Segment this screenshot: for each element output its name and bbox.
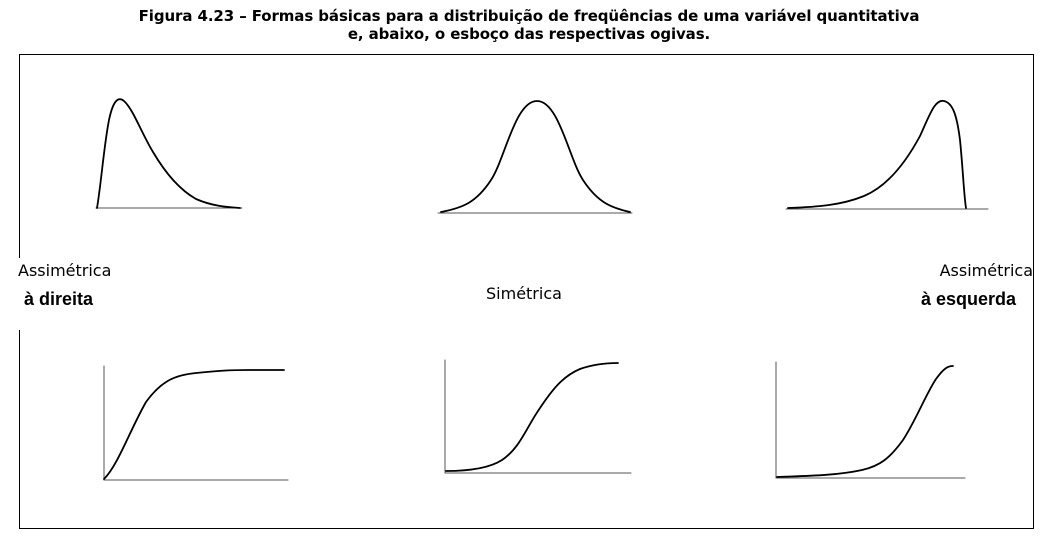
ogive-curve (445, 362, 619, 472)
distribution-right-skewed (95, 98, 243, 209)
distribution-symmetric (437, 100, 633, 214)
ogive-right-skewed (103, 365, 289, 481)
symmetric-label: Simétrica (486, 284, 562, 303)
right-skew-label-line-2: à direita (24, 289, 94, 309)
left-skew-label-line-1: Assimétrica (939, 261, 1033, 280)
distribution-left-skewed (785, 100, 989, 210)
frequency-curve (440, 100, 631, 213)
left-skew-label-line-2: à esquerda (920, 289, 1016, 309)
figure-caption-line-2: e, abaixo, o esboço das respectivas ogiv… (347, 25, 711, 43)
frame-gap (14, 258, 28, 330)
ogive-left-skewed (775, 361, 966, 479)
ogive-curve (103, 369, 285, 480)
ogive-symmetric (444, 359, 632, 474)
frequency-curve (787, 100, 967, 209)
ogive-curve (776, 365, 954, 478)
figure-caption-line-1: Figura 4.23 – Formas básicas para a dist… (138, 7, 920, 25)
right-skew-label-line-1: Assimétrica (18, 261, 112, 280)
frequency-curve (96, 98, 241, 209)
